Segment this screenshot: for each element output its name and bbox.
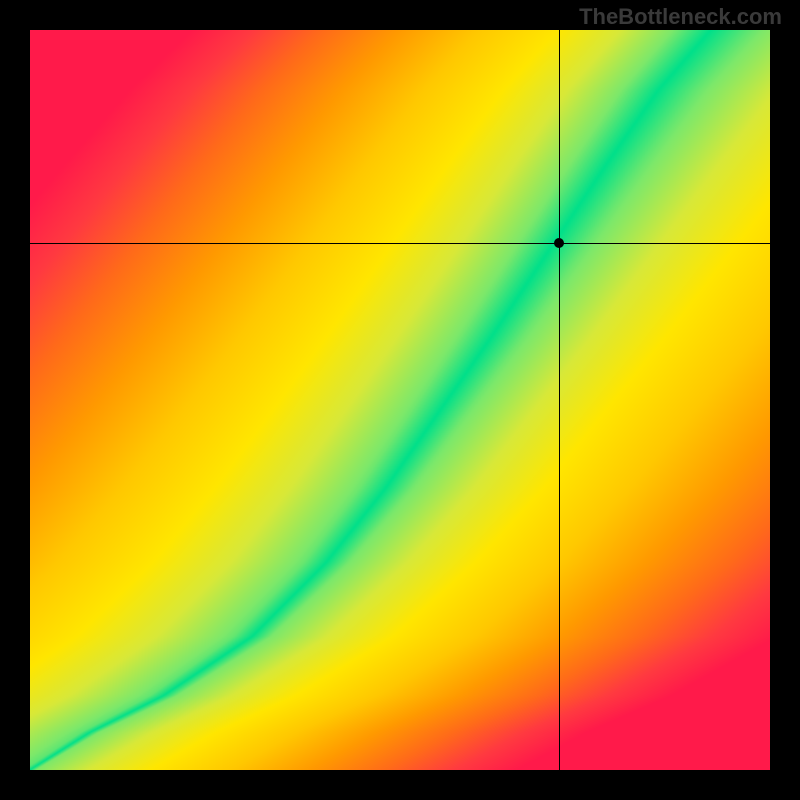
marker-dot <box>554 238 564 248</box>
watermark-text: TheBottleneck.com <box>579 4 782 30</box>
crosshair-horizontal <box>30 243 770 244</box>
heatmap-plot <box>30 30 770 770</box>
heatmap-canvas <box>30 30 770 770</box>
crosshair-vertical <box>559 30 560 770</box>
